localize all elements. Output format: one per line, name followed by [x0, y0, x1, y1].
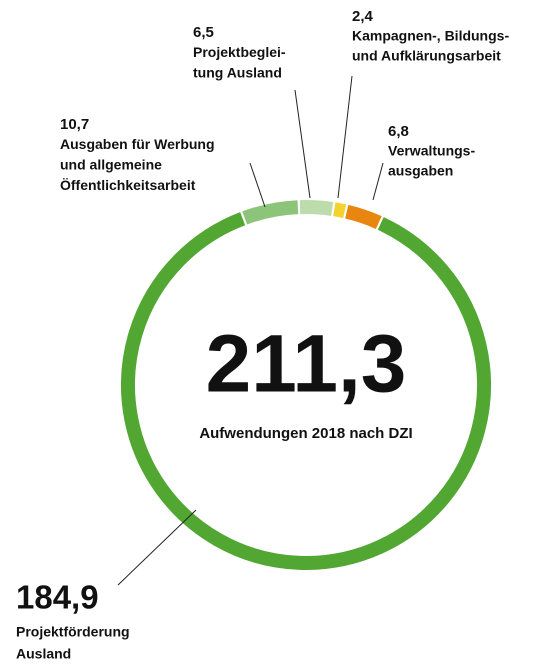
leader-line	[117, 509, 197, 586]
leader-line	[294, 89, 311, 199]
leader-line	[337, 75, 353, 199]
category-label: und Aufklärungsarbeit	[352, 48, 501, 64]
category-label: Projektbeglei-	[193, 44, 286, 60]
donut-segment	[299, 200, 334, 216]
value-label: 10,7	[60, 116, 89, 133]
category-label: Verwaltungs-	[388, 143, 475, 159]
center-label: Aufwendungen 2018 nach DZI	[199, 425, 412, 442]
value-label: 6,8	[388, 123, 409, 140]
value-label: 2,4	[352, 8, 374, 25]
category-label: Öffentlichkeitsarbeit	[60, 177, 196, 193]
donut-segment	[121, 212, 491, 570]
category-label: tung Ausland	[193, 65, 282, 81]
center-value: 211,3	[206, 319, 407, 410]
donut-segment	[345, 204, 382, 229]
value-label: 6,5	[193, 24, 214, 41]
category-label: Ausgaben für Werbung	[60, 136, 215, 152]
category-label: Kampagnen-, Bildungs-	[352, 28, 509, 44]
leader-line	[249, 162, 266, 208]
donut-segment	[242, 200, 299, 225]
category-label: Ausland	[16, 646, 71, 662]
value-label: 184,9	[16, 579, 99, 616]
donut-segment	[333, 202, 347, 219]
leader-line	[372, 162, 384, 201]
category-label: ausgaben	[388, 163, 453, 179]
category-label: und allgemeine	[60, 157, 162, 173]
category-label: Projektförderung	[16, 624, 130, 640]
